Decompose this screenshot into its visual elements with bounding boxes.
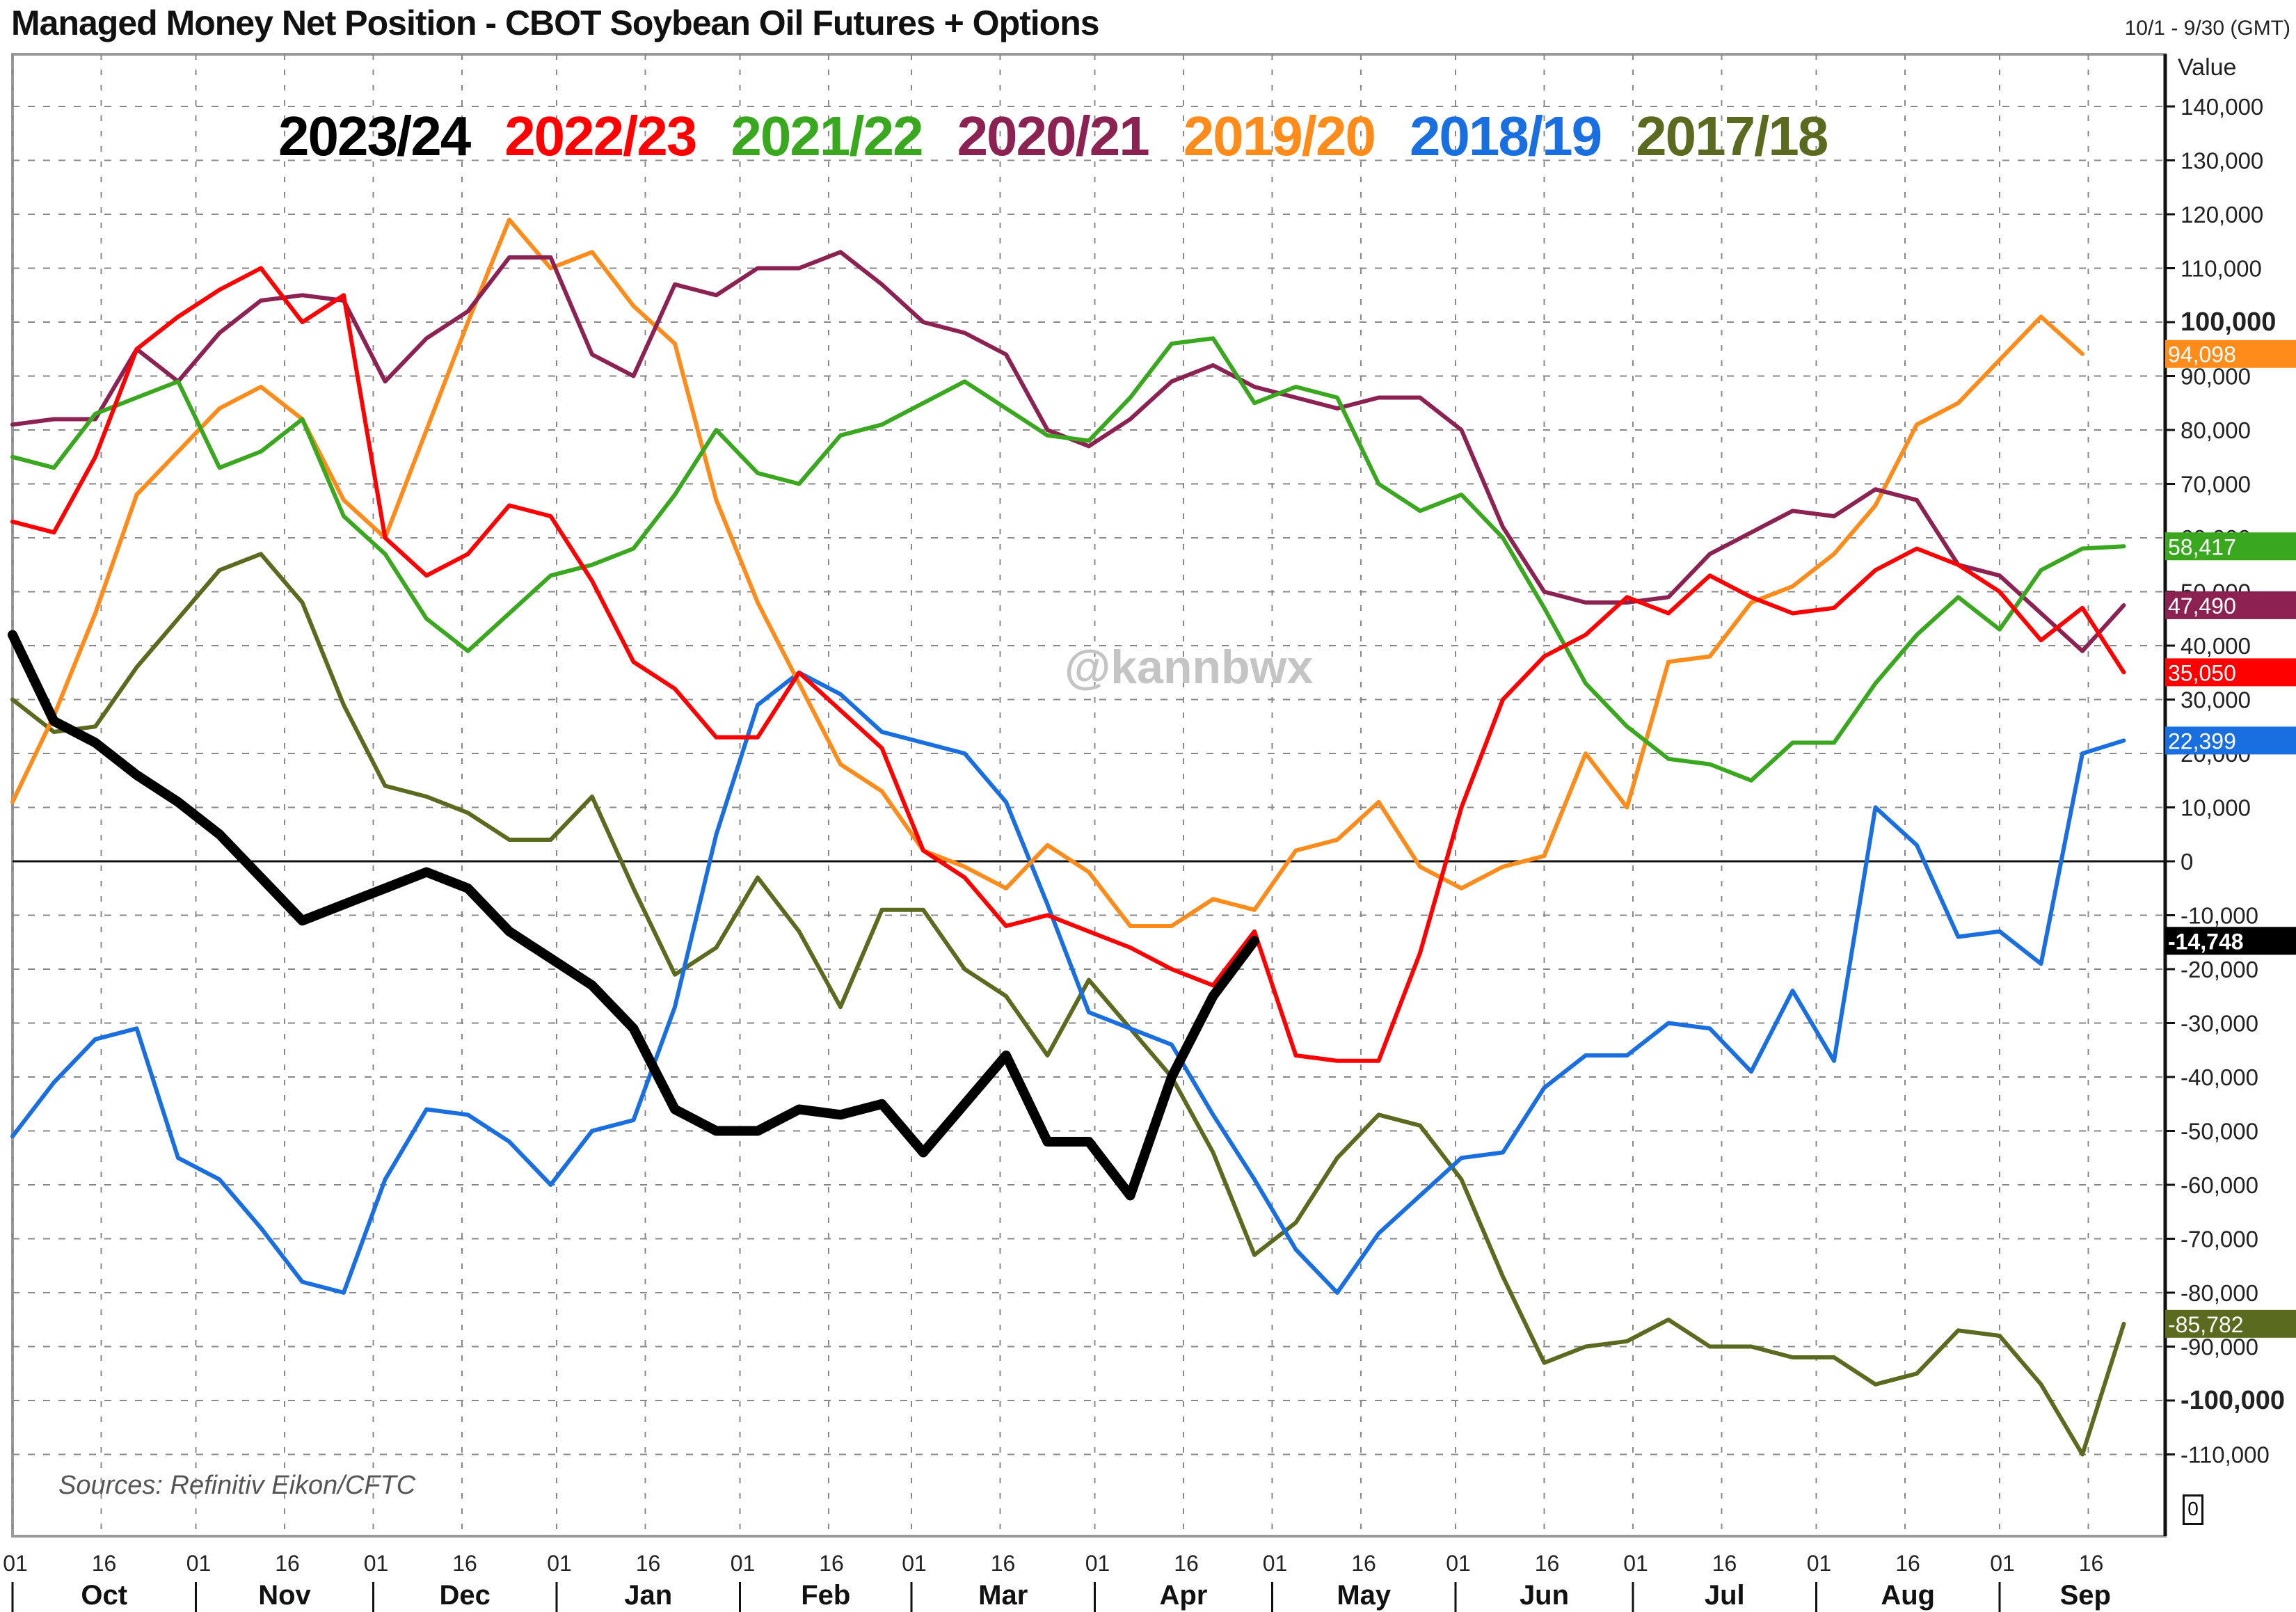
watermark: @kannbwx <box>1065 641 1314 694</box>
svg-text:16: 16 <box>1895 1551 1920 1576</box>
legend: 2023/24 2022/23 2021/22 2020/21 2019/20 2018/… <box>278 104 1828 168</box>
y-tick-label: 100,000 <box>2181 308 2276 337</box>
svg-text:01: 01 <box>902 1551 927 1576</box>
y-tick-label: -110,000 <box>2181 1442 2270 1468</box>
month-label: May <box>1337 1580 1392 1611</box>
svg-text:01: 01 <box>1085 1551 1110 1576</box>
y-tick-label: 80,000 <box>2181 417 2251 443</box>
month-label: Jul <box>1705 1580 1745 1611</box>
y-tick-label: 130,000 <box>2181 148 2263 174</box>
svg-text:01: 01 <box>1623 1551 1648 1576</box>
y-tick-label: -30,000 <box>2181 1011 2258 1037</box>
svg-text:01: 01 <box>731 1551 756 1576</box>
svg-text:01: 01 <box>364 1551 389 1576</box>
y-tick-label: -80,000 <box>2181 1280 2258 1306</box>
month-label: Feb <box>801 1580 850 1611</box>
y-tick-label: 70,000 <box>2181 472 2251 497</box>
series-line-2023-24 <box>8 630 1259 1201</box>
last-value-tag: 94,098 <box>2168 342 2236 367</box>
svg-text:16: 16 <box>991 1551 1016 1576</box>
y-tick-label: -40,000 <box>2181 1064 2258 1090</box>
y-tick-label: 0 <box>2181 849 2193 875</box>
series-line-2018-19 <box>10 670 2126 1295</box>
svg-text:16: 16 <box>819 1551 844 1576</box>
y-tick-label: 30,000 <box>2181 687 2251 713</box>
svg-text:01: 01 <box>547 1551 572 1576</box>
source-note: Sources: Refinitiv Eikon/CFTC <box>58 1471 416 1500</box>
svg-text:16: 16 <box>1351 1551 1376 1576</box>
last-value-tag: 35,050 <box>2168 660 2236 685</box>
series-line-2022-23 <box>10 266 2126 1063</box>
chart-title: Managed Money Net Position - CBOT Soybea… <box>11 3 1100 42</box>
y-tick-label: -70,000 <box>2181 1227 2258 1252</box>
month-label: Mar <box>978 1580 1028 1611</box>
legend-item: 2017/18 <box>1636 105 1828 167</box>
y-tick-label: -60,000 <box>2181 1172 2258 1198</box>
svg-text:16: 16 <box>1174 1551 1199 1576</box>
svg-text:01: 01 <box>186 1551 212 1576</box>
last-value-tag: 58,417 <box>2168 534 2236 559</box>
month-label: Dec <box>440 1580 491 1611</box>
svg-text:01: 01 <box>1446 1551 1471 1576</box>
svg-text:16: 16 <box>92 1551 117 1576</box>
series-line-2019-20 <box>10 217 2084 928</box>
y-tick-label: 10,000 <box>2181 795 2251 821</box>
svg-text:16: 16 <box>2079 1551 2104 1576</box>
corner-box: 0 <box>2183 1494 2203 1525</box>
last-value-tag: -14,748 <box>2168 929 2244 954</box>
legend-item: 2022/23 <box>504 105 697 167</box>
y-tick-label: 40,000 <box>2181 633 2251 659</box>
series-line-2021-22 <box>10 336 2126 783</box>
month-label: Jun <box>1520 1580 1569 1611</box>
y-tick-label: -100,000 <box>2181 1386 2285 1415</box>
svg-text:01: 01 <box>1263 1551 1288 1576</box>
legend-item: 2020/21 <box>957 105 1150 167</box>
month-label: Sep <box>2060 1580 2111 1611</box>
last-value-tag: 22,399 <box>2168 728 2236 753</box>
month-label: Oct <box>81 1580 127 1611</box>
svg-text:16: 16 <box>636 1551 661 1576</box>
last-value-tag: -85,782 <box>2168 1312 2244 1337</box>
month-label: Aug <box>1881 1580 1935 1611</box>
month-label: Nov <box>258 1580 311 1611</box>
legend-item: 2018/19 <box>1409 105 1602 167</box>
svg-text:01: 01 <box>1807 1551 1832 1576</box>
month-label: Jan <box>624 1580 672 1611</box>
legend-item: 2021/22 <box>731 105 923 167</box>
svg-text:01: 01 <box>1990 1551 2015 1576</box>
svg-text:16: 16 <box>275 1551 300 1576</box>
y-tick-label: 110,000 <box>2181 256 2262 282</box>
month-label: Apr <box>1160 1580 1208 1611</box>
date-range-label: 10/1 - 9/30 (GMT) <box>2124 17 2290 40</box>
svg-text:16: 16 <box>1712 1551 1737 1576</box>
legend-item: 2023/24 <box>278 105 471 167</box>
y-tick-label: 120,000 <box>2181 202 2263 228</box>
svg-text:16: 16 <box>1535 1551 1560 1576</box>
y-tick-label: -90,000 <box>2181 1334 2258 1360</box>
legend-item: 2019/20 <box>1183 105 1376 167</box>
y-tick-label: -20,000 <box>2181 957 2258 982</box>
series-line-2017-18 <box>10 552 2126 1457</box>
y-tick-label: -10,000 <box>2181 903 2258 929</box>
last-value-tag: 47,490 <box>2168 593 2236 619</box>
svg-text:16: 16 <box>452 1551 477 1576</box>
svg-text:01: 01 <box>3 1551 28 1576</box>
y-tick-label: 140,000 <box>2181 94 2263 120</box>
y-axis-title: Value <box>2178 54 2237 81</box>
y-tick-label: -50,000 <box>2181 1119 2258 1144</box>
